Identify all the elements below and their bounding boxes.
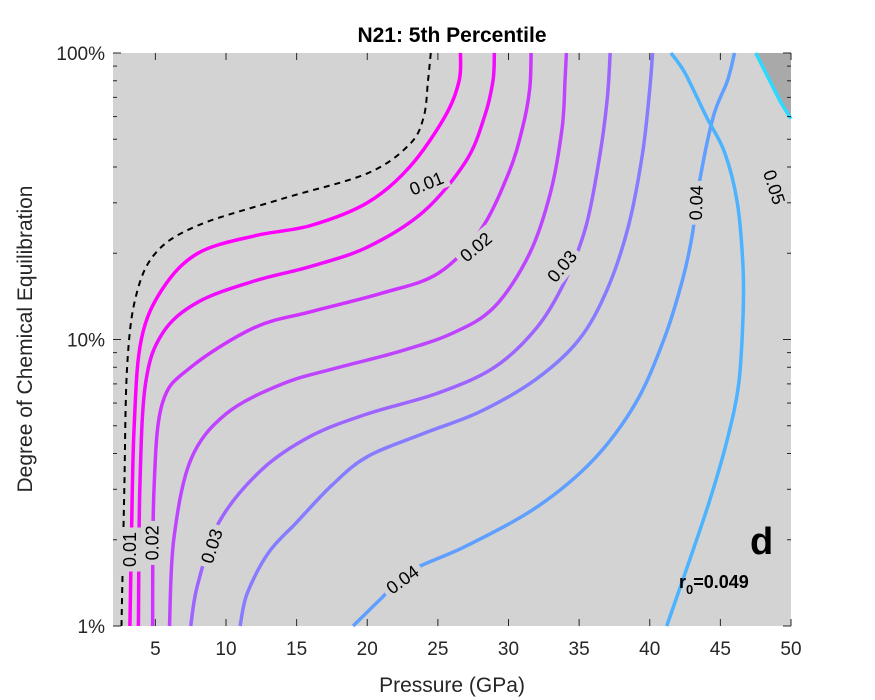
y-axis-ticks: 1% 10% 100% bbox=[56, 44, 791, 638]
contour-lines bbox=[120, 51, 793, 628]
contour-label-gap bbox=[378, 557, 427, 602]
r0-subscript: 0 bbox=[686, 582, 693, 597]
contour-label-gap bbox=[141, 520, 164, 565]
contour-line-9 bbox=[754, 52, 793, 120]
contour-line-2 bbox=[136, 52, 497, 627]
chart-title: N21: 5th Percentile bbox=[357, 24, 546, 47]
r0-annotation: r0=0.049 bbox=[679, 572, 749, 597]
x-tick-label: 25 bbox=[427, 639, 448, 660]
contour-line-3 bbox=[150, 52, 533, 627]
contour-label-gap bbox=[402, 165, 452, 203]
x-tick-label: 35 bbox=[569, 639, 590, 660]
contour-line-1 bbox=[128, 52, 463, 627]
contour-label-5: 0.01 bbox=[118, 527, 141, 572]
contour-label-text: 0.01 bbox=[120, 532, 140, 567]
panel-label: d bbox=[750, 521, 773, 563]
contour-label-gap bbox=[684, 180, 709, 226]
contour-line-8 bbox=[665, 51, 746, 627]
x-tick-label: 45 bbox=[710, 639, 731, 660]
x-tick-label: 40 bbox=[639, 639, 660, 660]
contour-label-gap bbox=[452, 224, 500, 270]
contour-label-gap bbox=[539, 242, 585, 291]
x-axis-ticks: 5 10 15 20 25 30 35 40 45 50 bbox=[150, 53, 802, 660]
r0-value: =0.049 bbox=[693, 572, 749, 592]
y-tick-label: 1% bbox=[78, 617, 106, 638]
contour-line-0 bbox=[120, 52, 432, 627]
contour-line-5 bbox=[188, 52, 612, 627]
contour-label-gap bbox=[756, 162, 792, 212]
contour-line-4 bbox=[167, 52, 569, 627]
contour-label-6: 0.02 bbox=[141, 520, 164, 565]
x-axis-label: Pressure (GPa) bbox=[379, 674, 525, 697]
y-tick-label: 10% bbox=[67, 331, 105, 352]
y-tick-label: 100% bbox=[56, 44, 105, 65]
contour-label-text: 0.04 bbox=[686, 185, 707, 221]
x-tick-label: 15 bbox=[286, 639, 307, 660]
y-axis-label: Degree of Chemical Equilibration bbox=[14, 186, 37, 493]
x-tick-label: 20 bbox=[357, 639, 378, 660]
contour-line-6 bbox=[238, 52, 655, 627]
x-tick-label: 5 bbox=[150, 639, 161, 660]
x-tick-label: 10 bbox=[215, 639, 236, 660]
contour-label-gap bbox=[194, 521, 230, 571]
x-tick-label: 30 bbox=[498, 639, 519, 660]
x-tick-label: 50 bbox=[780, 639, 801, 660]
contour-label-text: 0.02 bbox=[143, 525, 163, 560]
contour-label-3: 0.04 bbox=[684, 180, 709, 226]
r0-prefix: r bbox=[679, 572, 686, 592]
contour-label-gap bbox=[118, 527, 141, 572]
